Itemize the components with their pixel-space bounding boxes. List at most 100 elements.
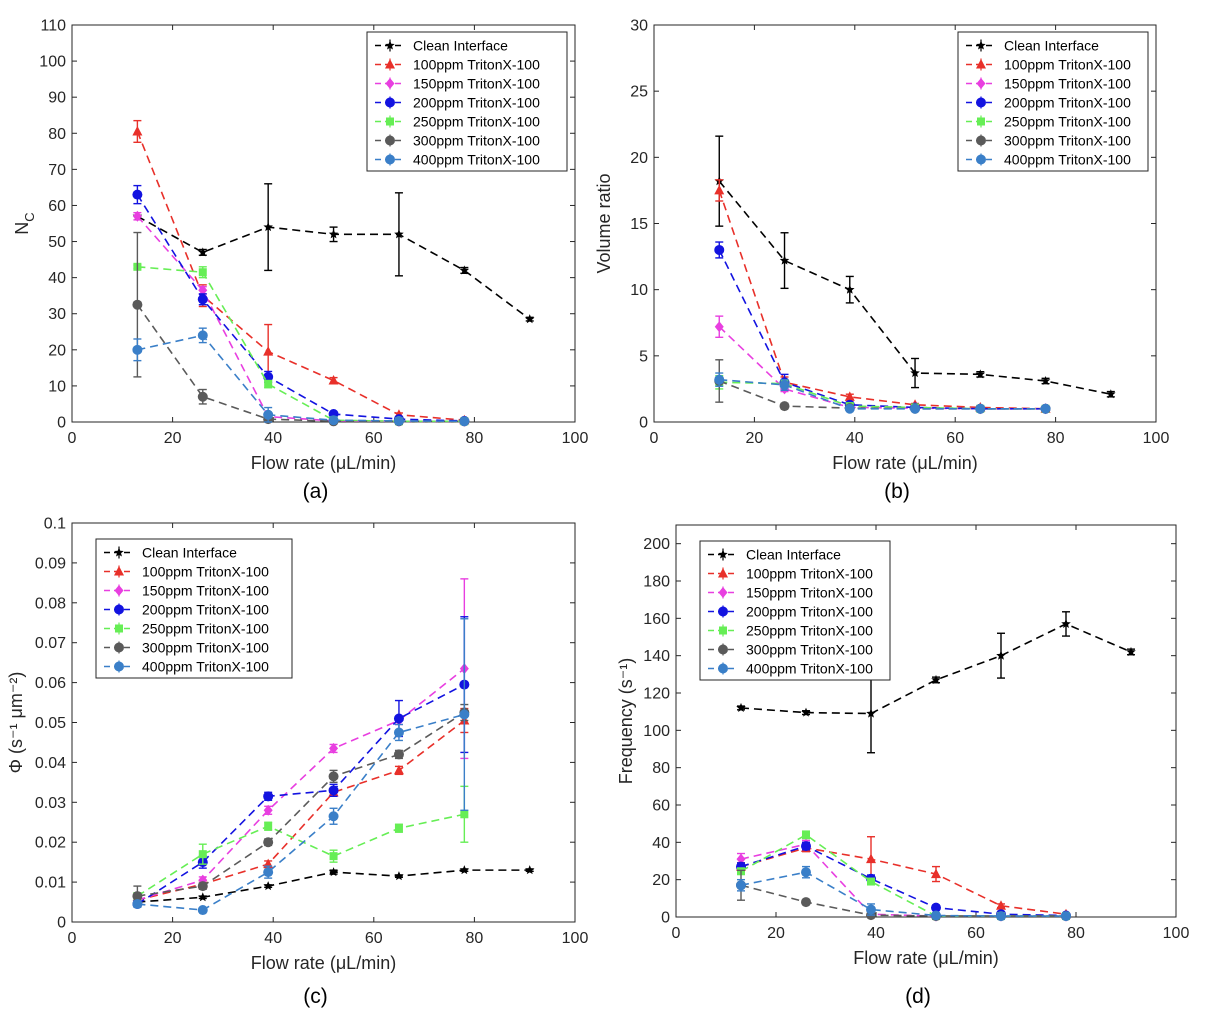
legend-item: 300ppm TritonX-100 <box>708 642 873 658</box>
y-tick-label: 200 <box>643 536 670 553</box>
legend-label: 150ppm TritonX-100 <box>746 585 873 601</box>
data-point <box>328 811 339 822</box>
legend-label: Clean Interface <box>746 547 841 563</box>
y-tick-label: 0.09 <box>35 555 66 572</box>
data-point <box>910 403 921 414</box>
y-axis-label: NC <box>12 212 37 234</box>
data-point <box>328 867 339 877</box>
series-line <box>136 131 465 421</box>
data-point <box>263 409 274 420</box>
x-tick-label: 100 <box>562 430 589 447</box>
y-tick-label: 0 <box>57 915 66 932</box>
y-tick-label: 60 <box>652 798 670 815</box>
plot-frame <box>675 524 1177 918</box>
data-point <box>329 852 338 861</box>
legend-marker <box>976 97 986 108</box>
data-point <box>198 268 207 277</box>
series-line <box>740 884 1066 917</box>
y-tick-label: 5 <box>639 348 648 365</box>
data-point <box>714 244 725 255</box>
data-point <box>132 189 143 200</box>
data-point <box>736 702 746 712</box>
series-line <box>719 378 1046 410</box>
data-point <box>866 904 876 915</box>
data-point <box>801 841 811 852</box>
data-point <box>867 877 875 886</box>
data-point <box>1126 646 1136 656</box>
panel-caption: (d) <box>905 985 931 1008</box>
series-clean-interface <box>736 611 1136 754</box>
series-line <box>136 215 465 423</box>
data-point <box>845 284 855 294</box>
series-clean-interface <box>132 183 535 324</box>
legend-item: 100ppm TritonX-100 <box>966 57 1131 73</box>
series-line <box>718 326 1046 410</box>
x-tick-label: 80 <box>1067 925 1085 942</box>
data-point <box>132 899 143 910</box>
data-point <box>459 709 470 720</box>
data-point <box>328 229 339 239</box>
x-tick-label: 80 <box>466 930 484 947</box>
legend-item: Clean Interface <box>375 38 508 54</box>
legend-label: 300ppm TritonX-100 <box>413 133 540 149</box>
x-tick-label: 0 <box>68 430 77 447</box>
legend-marker <box>718 587 728 598</box>
series-150ppm-tritonx-100 <box>132 210 469 427</box>
legend-label: 250ppm TritonX-100 <box>413 114 540 130</box>
legend-item: Clean Interface <box>104 545 237 561</box>
legend-marker <box>976 135 986 146</box>
data-point <box>1061 618 1071 628</box>
y-tick-label: 0.06 <box>35 675 66 692</box>
legend-item: 250ppm TritonX-100 <box>966 114 1131 130</box>
data-point <box>996 911 1006 922</box>
y-tick-label: 120 <box>643 686 670 703</box>
legend-label: 300ppm TritonX-100 <box>746 642 873 658</box>
legend-marker <box>385 78 395 89</box>
y-tick-label: 0 <box>57 415 66 432</box>
legend-label: 300ppm TritonX-100 <box>142 640 269 656</box>
data-point <box>996 650 1006 660</box>
data-point <box>996 900 1006 910</box>
legend-item: 150ppm TritonX-100 <box>708 585 873 601</box>
y-axis-label-subscript: C <box>22 212 37 221</box>
legend-item: 150ppm TritonX-100 <box>104 583 269 599</box>
y-tick-label: 10 <box>48 378 66 395</box>
data-point <box>524 865 535 875</box>
data-point <box>328 785 339 796</box>
y-tick-label: 0.02 <box>35 835 66 852</box>
legend-marker <box>976 154 986 165</box>
data-point <box>197 905 208 916</box>
legend: Clean Interface 100ppm TritonX-100 150ppm … <box>95 538 293 679</box>
y-tick-label: 0.04 <box>35 755 66 772</box>
legend-item: 300ppm TritonX-100 <box>104 640 269 656</box>
data-point <box>801 867 811 878</box>
legend-label: 200ppm TritonX-100 <box>1004 95 1131 111</box>
legend-marker <box>977 117 985 126</box>
x-axis-label: Flow rate (μL/min) <box>251 453 396 473</box>
legend-label: 100ppm TritonX-100 <box>746 566 873 582</box>
data-point <box>393 764 404 775</box>
series-line <box>136 683 465 905</box>
x-tick-label: 20 <box>746 430 764 447</box>
data-point <box>328 374 339 385</box>
series-line <box>136 304 465 423</box>
series-400ppm-tritonx-100 <box>736 865 1071 922</box>
data-point <box>264 380 273 389</box>
legend-item: 400ppm TritonX-100 <box>708 661 873 677</box>
y-tick-label: 20 <box>652 872 670 889</box>
data-point <box>714 374 725 385</box>
legend-label: 250ppm TritonX-100 <box>1004 114 1131 130</box>
data-point <box>198 284 208 296</box>
data-point <box>263 791 274 802</box>
x-tick-label: 100 <box>1143 430 1170 447</box>
y-tick-label: 30 <box>630 18 648 35</box>
data-point <box>132 125 143 136</box>
legend-marker <box>976 40 986 50</box>
series-line <box>136 813 465 897</box>
data-point <box>393 713 404 724</box>
y-tick-label: 80 <box>48 126 66 143</box>
data-point <box>931 868 941 879</box>
data-point <box>197 294 208 305</box>
legend-item: 200ppm TritonX-100 <box>375 95 540 111</box>
series-line <box>137 869 530 903</box>
